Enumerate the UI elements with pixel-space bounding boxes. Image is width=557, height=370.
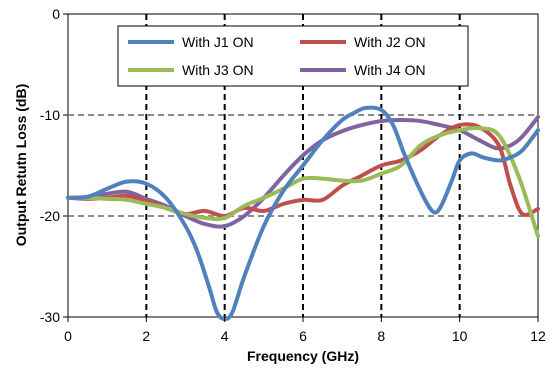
- legend-label-j3: With J3 ON: [182, 62, 254, 78]
- y-tick-label: 0: [52, 6, 60, 22]
- x-tick-label: 6: [299, 328, 307, 344]
- y-tick-label: -20: [40, 208, 60, 224]
- series-line-j1: [66, 105, 540, 322]
- legend-label-j2: With J2 ON: [354, 34, 426, 50]
- y-tick-label: -30: [40, 309, 60, 325]
- x-axis-title: Frequency (GHz): [247, 348, 359, 364]
- series-line-j4: [66, 115, 540, 229]
- x-axis-ticks: 0 2 4 6 8 10 12: [64, 317, 546, 344]
- x-tick-label: 8: [377, 328, 385, 344]
- y-tick-label: -10: [40, 107, 60, 123]
- x-tick-label: 0: [64, 328, 72, 344]
- x-tick-label: 12: [530, 328, 546, 344]
- series-lines: [66, 105, 540, 322]
- legend-entries: With J1 ON With J2 ON With J3 ON With J4 ON: [128, 34, 426, 78]
- series-line-j3: [66, 125, 540, 239]
- y-axis-title: Output Retutn Loss (dB): [13, 84, 29, 247]
- legend-label-j1: With J1 ON: [182, 34, 254, 50]
- x-tick-label: 10: [452, 328, 468, 344]
- y-axis-ticks: 0 -10 -20 -30: [40, 6, 68, 325]
- legend: With J1 ON With J2 ON With J3 ON With J4 ON: [117, 25, 469, 87]
- legend-label-j4: With J4 ON: [354, 62, 426, 78]
- x-tick-label: 2: [142, 328, 150, 344]
- x-tick-label: 4: [221, 328, 229, 344]
- plot-area: [66, 13, 540, 322]
- legend-box: [117, 25, 469, 87]
